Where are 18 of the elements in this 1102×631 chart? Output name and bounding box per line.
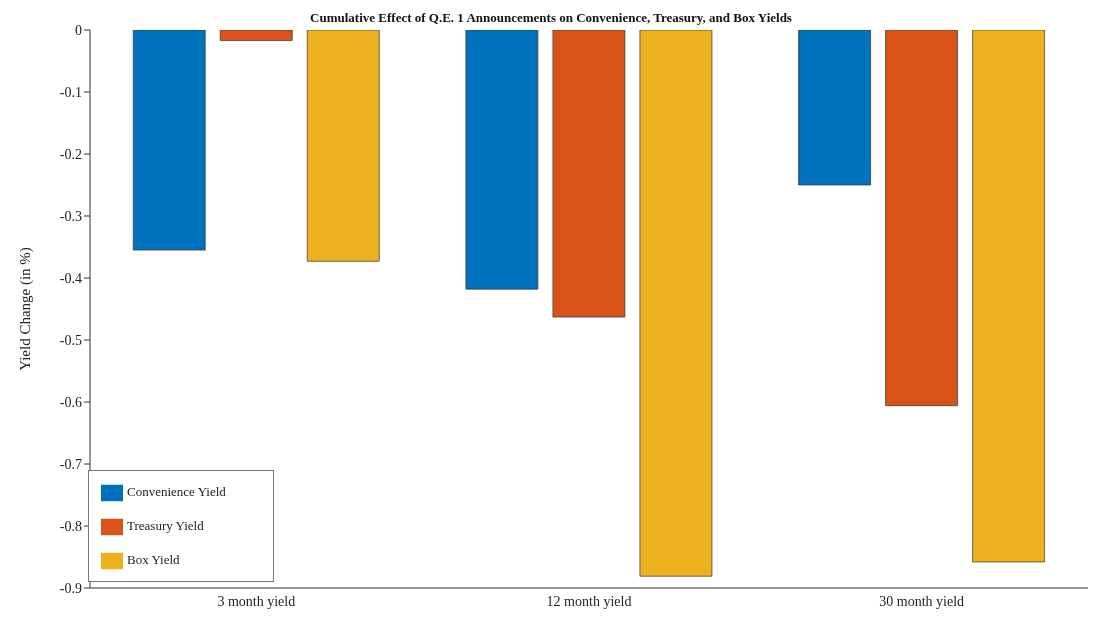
y-tick-label: -0.6 (59, 394, 82, 410)
y-tick-label: -0.7 (59, 456, 82, 472)
y-tick-label: -0.4 (59, 270, 82, 286)
chart-title: Cumulative Effect of Q.E. 1 Announcements on Convenience, Treasury, and Box Yields (310, 10, 792, 25)
y-tick-label: -0.2 (59, 146, 82, 162)
x-tick-label: 12 month yield (546, 593, 632, 609)
legend-label: Convenience Yield (127, 484, 226, 499)
y-tick-label: -0.3 (59, 208, 82, 224)
y-tick-label: -0.8 (59, 518, 82, 534)
legend-label: Box Yield (127, 552, 180, 567)
x-tick-label: 3 month yield (217, 593, 296, 609)
y-tick-label: -0.9 (59, 580, 82, 596)
legend-label: Treasury Yield (127, 518, 204, 533)
x-tick-label: 30 month yield (879, 593, 965, 609)
y-tick-label: -0.1 (59, 84, 82, 100)
y-tick-label: -0.5 (59, 332, 82, 348)
y-tick-label: 0 (75, 22, 82, 38)
y-axis-title: Yield Change (in %) (17, 247, 35, 371)
